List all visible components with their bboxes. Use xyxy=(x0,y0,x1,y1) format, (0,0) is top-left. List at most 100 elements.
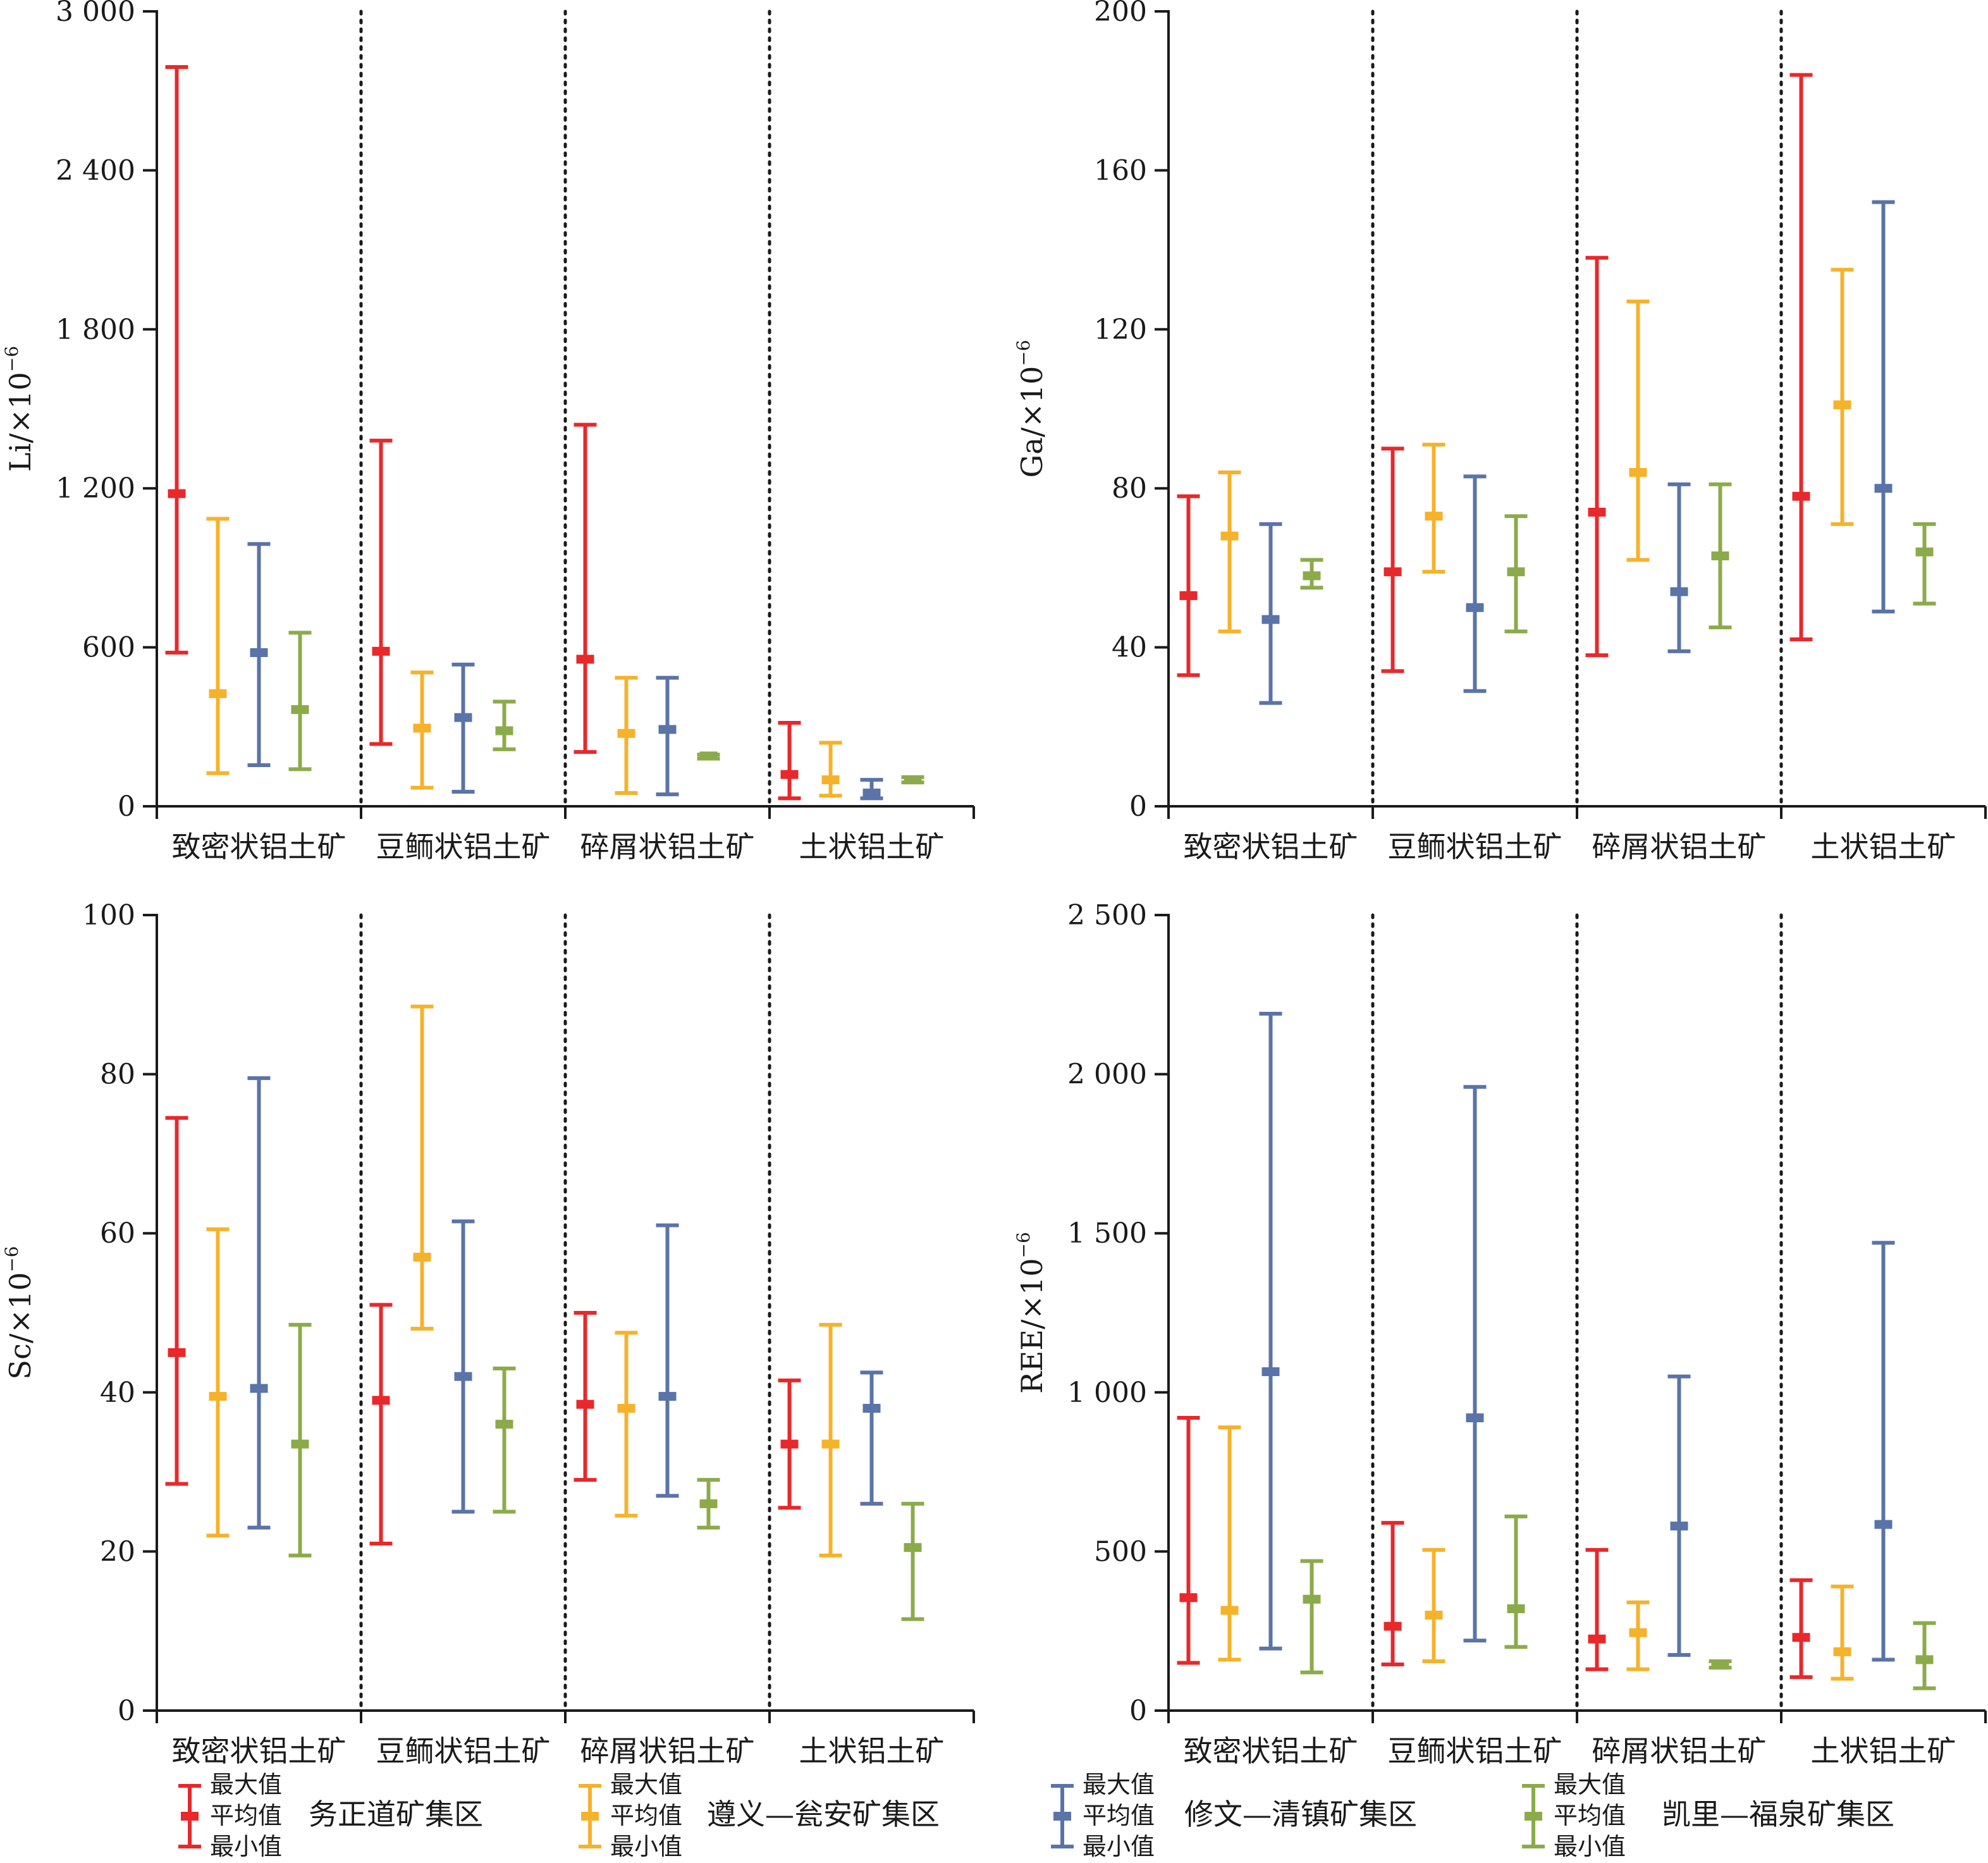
legend-mean-label: 平均值 xyxy=(1554,1802,1626,1829)
error-bar-mean-marker xyxy=(617,729,635,738)
chart-panel: 0 20 40 60 80 100 Sc/×10−6 致密状铝土矿 豆鲕状铝土矿 碎屑状铝土矿 土状… xyxy=(1,899,975,1768)
x-tick-label: 土状铝土矿 xyxy=(1811,830,1956,864)
error-bar-mean-marker xyxy=(1303,1594,1321,1604)
x-tick-label: 豆鲕状铝土矿 xyxy=(376,830,551,864)
error-bar xyxy=(615,1331,638,1518)
error-bar-mean-marker xyxy=(250,1384,268,1393)
y-tick-label: 3 000 xyxy=(56,0,135,28)
error-bar xyxy=(369,1303,393,1546)
error-bar xyxy=(288,630,312,772)
y-tick-label: 20 xyxy=(100,1535,135,1568)
error-bar xyxy=(493,1367,516,1514)
error-bar xyxy=(1626,1600,1650,1671)
chart-panel: 0 500 1 000 1 500 2 000 2 500 REE/×10−6 致密状铝土矿豆… xyxy=(1013,899,1987,1768)
error-bar xyxy=(1709,1659,1732,1670)
error-bar-mean-marker xyxy=(1507,567,1525,577)
legend-marker-mean xyxy=(181,1812,199,1821)
y-tick-label: 40 xyxy=(1112,632,1147,664)
y-tick-label: 1 500 xyxy=(1067,1217,1147,1250)
error-bar-mean-marker xyxy=(1179,1593,1198,1602)
error-bar-mean-marker xyxy=(1425,1611,1443,1620)
error-bar-mean-marker xyxy=(291,1439,309,1449)
error-bar-mean-marker xyxy=(413,1252,431,1262)
error-bar-mean-marker xyxy=(1303,571,1321,581)
error-bar-mean-marker xyxy=(168,489,186,498)
y-tick-label: 1 800 xyxy=(56,314,135,346)
error-bar xyxy=(1300,1559,1323,1675)
error-bar xyxy=(1667,482,1691,653)
error-bar-mean-marker xyxy=(658,725,677,734)
y-axis-title-exponent: −6 xyxy=(1013,340,1034,366)
error-bar-mean-marker xyxy=(1220,531,1239,541)
x-tick-label: 致密状铝土矿 xyxy=(1184,830,1358,864)
legend-max-label: 最大值 xyxy=(1554,1771,1626,1798)
y-tick-label: 2 400 xyxy=(56,154,135,187)
y-tick-label: 0 xyxy=(1129,1695,1147,1727)
error-bar xyxy=(1422,443,1445,574)
error-bar xyxy=(1177,494,1200,677)
x-tick-label: 致密状铝土矿 xyxy=(172,1734,347,1768)
y-tick-label: 40 xyxy=(100,1377,135,1409)
error-bar xyxy=(656,675,679,797)
error-bar xyxy=(1831,1584,1854,1681)
error-bar-mean-marker xyxy=(413,723,431,733)
error-bar xyxy=(574,422,597,754)
error-bar-mean-marker xyxy=(780,1439,799,1449)
error-bar-mean-marker xyxy=(1261,1367,1280,1377)
y-tick-label: 1 000 xyxy=(1067,1377,1147,1409)
legend-entry-zunyi: 最大值 平均值 最小值 遵义—瓮安矿集区 xyxy=(579,1771,940,1860)
error-bar xyxy=(1831,267,1854,526)
error-bar xyxy=(819,741,842,798)
error-bar-mean-marker xyxy=(1588,507,1606,517)
legend-entry-label: 务正道矿集区 xyxy=(309,1797,483,1831)
error-bar-mean-marker xyxy=(821,775,840,785)
error-bar-mean-marker xyxy=(372,1396,390,1405)
error-bar xyxy=(288,1322,312,1558)
error-bar-mean-marker xyxy=(454,713,472,722)
error-bar-mean-marker xyxy=(1711,551,1729,561)
error-bar-mean-marker xyxy=(1874,1520,1893,1529)
y-tick-label: 0 xyxy=(118,1695,135,1727)
error-bar-mean-marker xyxy=(699,1499,718,1508)
error-bar xyxy=(1789,73,1813,642)
y-tick-label: 0 xyxy=(1129,790,1147,823)
error-bar xyxy=(1789,1578,1813,1680)
y-axis-title-exponent: −6 xyxy=(1,1246,22,1272)
x-tick-label: 豆鲕状铝土矿 xyxy=(376,1734,551,1768)
x-tick-label: 碎屑状铝土矿 xyxy=(1592,1734,1767,1768)
error-bar xyxy=(1177,1416,1200,1665)
x-tick-label: 碎屑状铝土矿 xyxy=(580,830,755,864)
error-bar-mean-marker xyxy=(1792,1633,1810,1642)
error-bar xyxy=(1259,1011,1282,1651)
y-tick-label: 160 xyxy=(1094,154,1147,187)
error-bar xyxy=(1872,200,1895,614)
legend-mean-label: 平均值 xyxy=(610,1802,682,1829)
y-tick-label: 80 xyxy=(100,1059,135,1091)
error-bar-mean-marker xyxy=(576,655,594,664)
error-bar-mean-marker xyxy=(862,789,881,798)
y-tick-label: 2 000 xyxy=(1067,1059,1147,1091)
error-bar-mean-marker xyxy=(658,1392,677,1401)
error-bar xyxy=(1300,558,1323,590)
error-bar-mean-marker xyxy=(1629,1628,1647,1637)
error-bar-mean-marker xyxy=(904,1543,922,1552)
legend-entry-kaili: 最大值 平均值 最小值 凯里—福泉矿集区 xyxy=(1522,1771,1894,1860)
error-bar xyxy=(860,1370,883,1506)
error-bar xyxy=(369,438,393,746)
error-bar-mean-marker xyxy=(1466,603,1484,612)
error-bar xyxy=(165,1116,188,1486)
error-bar xyxy=(247,1076,271,1530)
error-bar xyxy=(778,1378,801,1510)
error-bar-mean-marker xyxy=(1833,1647,1851,1656)
error-bar xyxy=(1218,470,1241,634)
error-bar-mean-marker xyxy=(1792,491,1810,501)
error-bar-mean-marker xyxy=(1670,1522,1688,1531)
error-bar-mean-marker xyxy=(821,1439,840,1449)
error-bar xyxy=(901,1501,924,1621)
x-tick-label: 致密状铝土矿 xyxy=(172,830,347,864)
error-bar-mean-marker xyxy=(1425,512,1443,521)
error-bar xyxy=(1913,522,1936,606)
x-tick-label: 豆鲕状铝土矿 xyxy=(1388,1734,1562,1768)
